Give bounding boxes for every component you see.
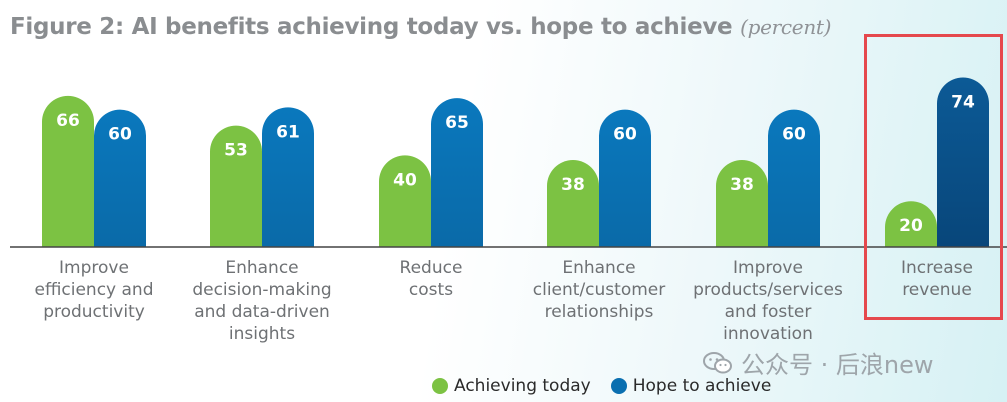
bar-hope-3 <box>599 109 651 247</box>
bar-hope-0 <box>94 109 146 247</box>
bar-achieving-1 <box>210 125 262 247</box>
category-label-5-line-1: revenue <box>902 280 972 300</box>
bar-hope-5 <box>937 77 989 247</box>
watermark-text: 公众号 · 后浪new <box>741 351 934 379</box>
bar-label-achieving-3: 38 <box>561 175 585 195</box>
category-label-0-line-2: productivity <box>43 302 145 322</box>
bar-label-hope-0: 60 <box>108 125 132 145</box>
category-label-3-line-2: relationships <box>544 302 654 322</box>
legend: Achieving today Hope to achieve <box>432 376 791 396</box>
category-label-4-line-2: and foster <box>724 302 812 322</box>
highlight-box <box>864 34 1003 320</box>
wechat-icon <box>703 351 732 373</box>
bars-group: 66 53 40 38 38 20 60 61 65 60 60 74 <box>42 77 989 247</box>
category-label-1-line-3: insights <box>228 324 296 344</box>
category-label-4-line-3: innovation <box>723 324 813 344</box>
category-label-0-line-1: efficiency and <box>34 280 154 300</box>
chart-title-unit: (percent) <box>740 15 832 39</box>
bar-label-hope-5: 74 <box>951 93 975 113</box>
category-label-1-line-0: Enhance <box>225 258 299 278</box>
bar-achieving-0 <box>42 95 94 247</box>
bar-hope-1 <box>262 107 314 247</box>
bar-label-achieving-4: 38 <box>730 175 754 195</box>
bar-achieving-3 <box>547 159 599 247</box>
category-label-2-line-1: costs <box>408 280 454 300</box>
bar-label-hope-1: 61 <box>276 122 300 142</box>
legend-item-hope: Hope to achieve <box>610 376 772 396</box>
bar-hope-2 <box>431 98 483 247</box>
category-label-2: Reduce costs <box>346 257 516 301</box>
bar-label-hope-3: 60 <box>613 125 637 145</box>
chart-title-text: Figure 2: AI benefits achieving today vs… <box>10 14 733 40</box>
category-label-0-line-0: Improve <box>59 258 129 278</box>
bar-achieving-2 <box>379 155 431 247</box>
bar-label-hope-4: 60 <box>782 125 806 145</box>
bar-achieving-5 <box>885 201 937 247</box>
legend-item-achieving: Achieving today <box>432 376 591 396</box>
category-label-5: Increase revenue <box>852 257 1007 301</box>
category-label-0: Improve efficiency and productivity <box>9 257 179 323</box>
category-label-2-line-0: Reduce <box>399 258 463 278</box>
category-label-1-line-1: decision-making <box>192 280 332 300</box>
legend-hope-dot <box>610 378 627 394</box>
bar-achieving-4 <box>716 159 768 247</box>
category-label-3-line-1: client/customer <box>532 280 666 300</box>
bar-label-achieving-0: 66 <box>56 111 80 131</box>
legend-achieving-dot <box>432 378 448 394</box>
bar-hope-4 <box>768 109 820 247</box>
watermark: 公众号 · 后浪new <box>703 345 934 380</box>
bar-label-achieving-5: 20 <box>899 216 923 236</box>
category-label-4-line-1: products/services <box>693 280 843 300</box>
category-label-3: Enhance client/customer relationships <box>514 257 684 323</box>
chart-title: Figure 2: AI benefits achieving today vs… <box>10 14 831 40</box>
bar-label-achieving-2: 40 <box>393 170 417 190</box>
category-label-4-line-0: Improve <box>733 258 803 278</box>
category-label-3-line-0: Enhance <box>562 258 636 278</box>
bar-label-achieving-1: 53 <box>224 141 248 161</box>
bar-label-hope-2: 65 <box>445 113 469 133</box>
legend-achieving-label: Achieving today <box>454 376 591 396</box>
category-label-1-line-2: and data-driven <box>194 302 330 322</box>
category-label-1: Enhance decision-making and data-driven ins… <box>177 257 347 345</box>
legend-hope-label: Hope to achieve <box>632 376 772 396</box>
category-label-4: Improve products/services and foster innova… <box>683 257 853 345</box>
category-label-5-line-0: Increase <box>901 258 973 278</box>
